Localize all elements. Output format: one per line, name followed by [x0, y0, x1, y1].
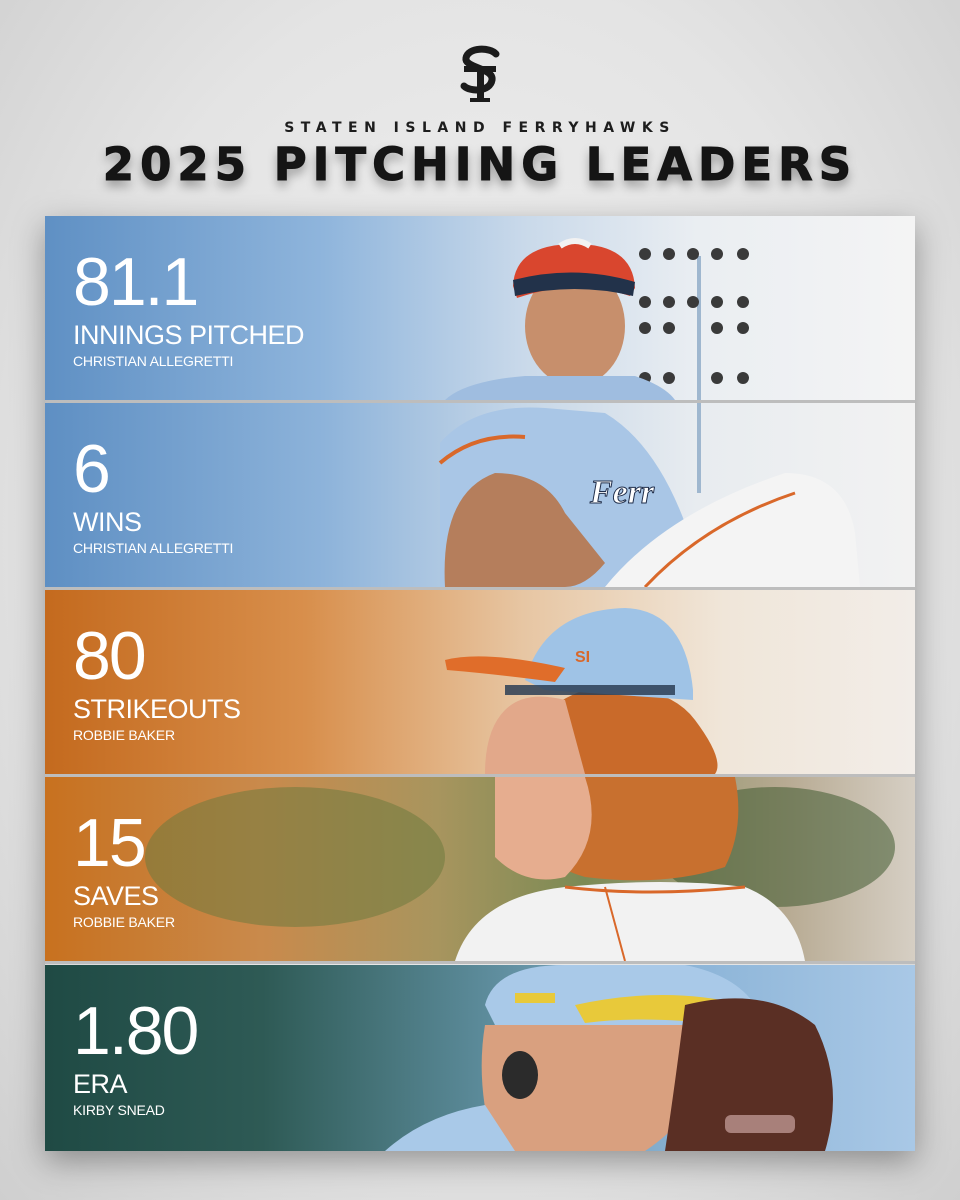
player-name: CHRISTIAN ALLEGRETTI	[73, 540, 234, 556]
leader-card-innings-pitched: 81.1 INNINGS PITCHED CHRISTIAN ALLEGRETT…	[45, 216, 915, 400]
leaders-board: 81.1 INNINGS PITCHED CHRISTIAN ALLEGRETT…	[45, 216, 915, 1151]
stat-value: 15	[73, 805, 147, 881]
si-monogram-logo	[460, 45, 500, 102]
leader-card-era: 1.80 ERA KIRBY SNEAD	[45, 965, 915, 1151]
player-name: ROBBIE BAKER	[73, 727, 175, 743]
pitcher-profile-photo-body	[145, 777, 895, 961]
stat-label: STRIKEOUTS	[73, 694, 241, 724]
divider	[45, 587, 915, 590]
player-name: ROBBIE BAKER	[73, 914, 175, 930]
stat-value: 6	[73, 431, 111, 507]
svg-text:Ferr: Ferr	[589, 474, 655, 511]
leader-card-strikeouts: SI 80 STRIKEOUTS ROBBIE BAKER	[45, 590, 915, 774]
pitcher-profile-photo: SI	[445, 608, 718, 774]
stat-label: SAVES	[73, 881, 159, 911]
player-name: KIRBY SNEAD	[73, 1102, 165, 1118]
player-name: CHRISTIAN ALLEGRETTI	[73, 353, 234, 369]
pitcher-delivery-photo-body: Ferr	[438, 403, 860, 587]
leader-card-wins: Ferr 6 WINS CHRISTIAN ALLEGRETTI	[45, 403, 915, 587]
leader-card-saves: 15 SAVES ROBBIE BAKER	[45, 777, 915, 961]
team-name: STATEN ISLAND FERRYHAWKS	[284, 120, 676, 136]
stat-label: WINS	[73, 507, 142, 537]
pitcher-glove-photo	[385, 965, 833, 1151]
stat-value: 80	[73, 618, 147, 694]
divider	[45, 774, 915, 777]
stat-value: 1.80	[73, 993, 199, 1069]
pitcher-delivery-photo	[445, 238, 749, 400]
svg-text:SI: SI	[575, 649, 590, 666]
stat-label: INNINGS PITCHED	[73, 320, 305, 350]
stat-value: 81.1	[73, 244, 199, 320]
divider	[45, 400, 915, 403]
stat-label: ERA	[73, 1069, 128, 1099]
divider	[45, 961, 915, 964]
page-title: 2025 PITCHING LEADERS	[102, 138, 858, 192]
